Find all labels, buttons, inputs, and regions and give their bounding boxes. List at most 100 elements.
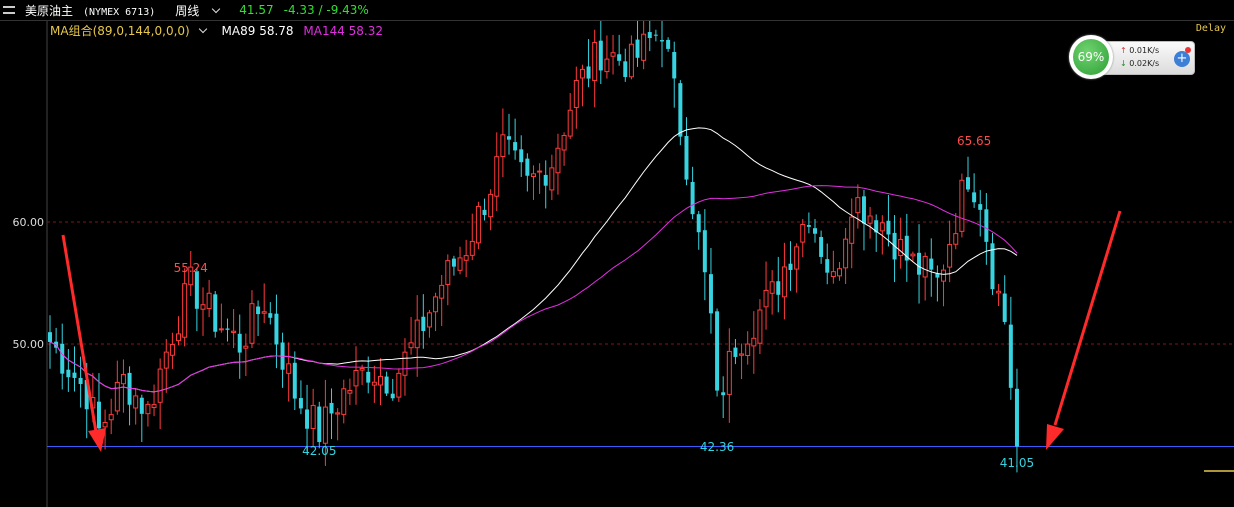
candle-down [48,332,52,342]
price-change: -4.33 / -9.43% [283,3,369,17]
candle-up [322,406,328,444]
ma-legend: MA组合(89,0,144,0,0,0) MA89 58.78 MA144 58… [50,22,389,39]
candle-down [525,158,530,176]
candle-down [586,66,591,79]
candle-down [917,252,922,275]
candle-down [84,379,89,410]
period-dropdown[interactable]: 周线 [175,2,229,19]
ma-combo-label: MA组合(89,0,144,0,0,0) [50,24,190,38]
candle-up [120,373,126,385]
candle-up [426,312,432,328]
candle-up [218,328,224,331]
menu-icon[interactable] [3,6,15,14]
left-arrow-shaft [61,234,98,433]
candle-down [317,406,322,443]
candle-down [861,196,866,224]
candle-up [286,363,292,374]
candle-down [298,398,303,409]
candle-up [402,351,408,376]
candle-down [78,377,83,385]
grid-lines: 60.00 50.00 [13,216,1234,447]
candle-up [335,412,341,415]
candle-up [243,345,249,349]
symbol-selector[interactable]: 美原油主 (NYMEX 6713) [25,2,165,19]
network-speed-widget[interactable]: ↑ 0.01K/s ↓ 0.02K/s + 69% [1069,35,1195,79]
candle-down [225,328,230,330]
candle-down [274,313,279,345]
candle-down [305,409,310,429]
candle-down [482,209,487,216]
candle-up [830,271,836,278]
candle-down [672,51,677,79]
candle-down [194,271,199,309]
price-annotation: 41.05 [1000,456,1034,470]
chevron-down-icon [198,24,207,34]
candle-up [151,404,157,408]
delay-label: Delay [1195,23,1226,34]
last-price: 41.57 [239,3,274,17]
candle-up [555,147,561,174]
candle-down [390,393,395,399]
upload-speed: 0.01K/s [1129,46,1160,55]
candle-down [690,181,695,215]
candle-up [488,193,494,218]
left-arrow-head [88,428,106,452]
candle-up [781,266,787,298]
candle-down [788,263,793,270]
candle-down [776,281,781,295]
candle-down [1014,388,1019,447]
candle-up [996,290,1002,294]
candle-up [855,197,861,214]
candle-up [953,233,959,245]
candle-up [163,351,169,369]
candle-up [567,109,573,137]
candle-down [660,40,664,42]
candle-down [653,34,658,36]
candle-down [678,83,683,137]
candle-up [102,422,108,428]
candle-up [500,134,506,158]
candle-down [519,149,524,163]
candle-up [751,337,757,347]
candle-up [377,375,383,386]
plus-button[interactable]: + [1174,51,1190,67]
candle-down [696,214,701,233]
candle-up [592,42,598,82]
candle-down [825,259,830,273]
candle-up [739,353,745,356]
candle-up [182,283,188,338]
symbol-name: 美原油主 [25,3,74,18]
candle-down [1008,324,1013,388]
candle-down [268,313,273,318]
candle-down [874,220,879,233]
symbol-code: (NYMEX 6713) [83,6,156,18]
right-arrow-head [1046,424,1064,450]
candle-up [910,253,916,257]
candle-up [745,343,751,356]
candle-up [347,390,353,394]
arrow-up-icon: ↑ [1120,46,1127,55]
price-annotation: 42.36 [700,440,734,454]
candle-up [133,395,139,409]
candle-up [475,205,481,244]
candle-down [715,311,720,391]
candle-up [414,319,420,349]
candle-down [237,333,242,353]
download-speed-row: ↓ 0.02K/s [1120,59,1159,68]
candle-up [408,342,414,349]
arrows [61,210,1122,452]
candle-up [439,284,445,299]
candle-down [366,371,371,383]
candle-up [371,381,377,386]
candle-down [507,136,511,140]
memory-gauge: 69% [1069,35,1113,79]
candle-up [433,296,439,313]
candle-up [310,404,316,429]
candle-up [341,388,347,415]
ma-combo-dropdown[interactable]: MA组合(89,0,144,0,0,0) [50,24,212,38]
candle-down [617,54,622,61]
candle-down [127,372,132,405]
upload-speed-row: ↑ 0.01K/s [1120,46,1159,55]
candle-up [641,33,647,61]
